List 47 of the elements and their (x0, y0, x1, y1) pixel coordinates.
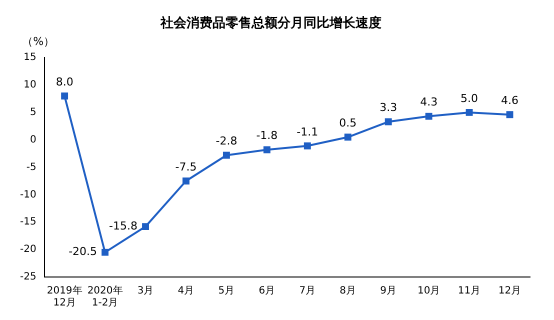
data-label: 4.3 (420, 96, 438, 109)
point (222, 152, 230, 159)
x-tick-label: 5月 (218, 286, 235, 297)
data-label: -1.1 (296, 125, 318, 138)
point (466, 108, 473, 116)
x-tick-label: 2019年 12月 (46, 284, 82, 309)
x-tick-label: 12月 (498, 286, 522, 297)
y-tick-label: -25 (20, 272, 36, 283)
data-label: 0.5 (339, 116, 357, 130)
y-tick-label: -15 (20, 216, 36, 228)
point (384, 118, 392, 126)
x-tick-label: 7月 (299, 286, 316, 297)
y-tick-label: 5 (30, 107, 36, 118)
point (102, 248, 109, 256)
data-label: -20.5 (68, 245, 98, 258)
data-label: -2.8 (216, 134, 238, 148)
chart-title: 社会消费品零售总额分月同比增长速度 (160, 15, 382, 32)
data-label: 3.3 (380, 101, 398, 114)
point (344, 134, 352, 141)
y-tick-label: -5 (26, 162, 36, 173)
y-tick-label: 0 (30, 134, 36, 146)
x-tick-label: 3月 (137, 286, 154, 297)
data-label: 4.6 (501, 94, 519, 108)
point (61, 92, 68, 100)
data-label: -15.8 (109, 219, 138, 232)
x-tick-label: 11月 (458, 286, 481, 297)
point (263, 146, 270, 154)
x-tick-label: 4月 (178, 286, 194, 297)
point (304, 142, 311, 150)
x-tick-label: 10月 (417, 286, 440, 297)
x-tick-label: 9月 (380, 286, 397, 297)
point (182, 178, 190, 184)
point (506, 111, 514, 118)
y-tick-label: -20 (20, 244, 36, 256)
x-tick-label: 8月 (340, 286, 356, 297)
data-label: -1.8 (256, 129, 278, 142)
y-axis-title: （%） (22, 34, 55, 48)
y-tick-label: 15 (24, 52, 36, 64)
point (142, 223, 149, 230)
data-label: -7.5 (175, 160, 197, 174)
data-label: 5.0 (460, 92, 478, 105)
x-tick-label: 2020年 1-2月 (87, 284, 123, 309)
x-tick-label: 6月 (258, 286, 276, 297)
data-label: 8.0 (56, 75, 74, 88)
point (425, 112, 432, 120)
y-tick-label: 10 (24, 80, 36, 91)
y-tick-label: -10 (20, 189, 36, 200)
